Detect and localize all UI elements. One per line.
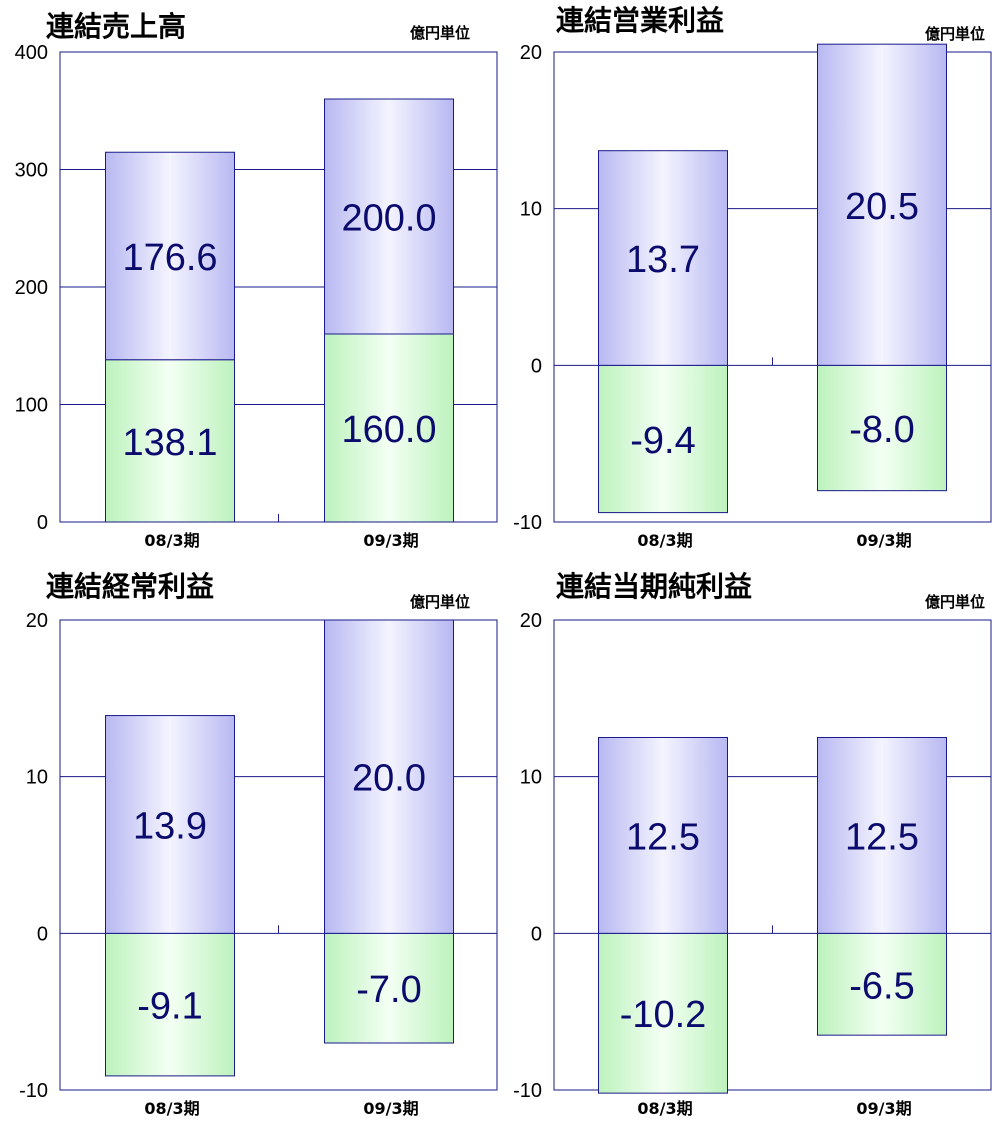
y-tick-label: -10 <box>19 1080 48 1102</box>
x-tick-label: 08/3期 <box>637 1099 692 1118</box>
chart-title: 連結売上高 <box>46 10 186 43</box>
bar <box>817 43 947 366</box>
x-tick-label: 09/3期 <box>856 1099 911 1118</box>
bar <box>105 151 235 361</box>
bar <box>324 619 454 934</box>
chart-panel-2: 連結経常利益億円単位 20 10 0 -10 -9.1 13.9 08/3期 -7.0 20.0 0… <box>19 570 498 1118</box>
y-tick-label: 20 <box>520 42 542 64</box>
unit-label: 億円単位 <box>925 593 985 611</box>
bar <box>598 364 728 514</box>
data-label: 176.6 <box>122 237 217 279</box>
x-tick-label: 08/3期 <box>144 1099 199 1118</box>
y-tick-label: 300 <box>15 160 48 182</box>
y-tick-label: 0 <box>531 355 542 377</box>
data-label: 12.5 <box>845 816 919 858</box>
x-tick-label: 08/3期 <box>637 531 692 550</box>
data-label: 138.1 <box>122 422 217 464</box>
bar <box>817 364 947 492</box>
y-tick-label: -10 <box>513 1080 542 1102</box>
bar <box>324 333 454 523</box>
data-label: 20.0 <box>352 758 426 800</box>
y-tick-label: 10 <box>26 767 48 789</box>
y-tick-label: 100 <box>15 395 48 417</box>
unit-label: 億円単位 <box>925 25 985 43</box>
chart-title: 連結経常利益 <box>46 570 214 603</box>
y-tick-label: 200 <box>15 277 48 299</box>
data-label: -9.4 <box>630 420 695 462</box>
data-label: -9.1 <box>137 986 202 1028</box>
bar <box>598 737 728 934</box>
data-label: -7.0 <box>356 969 421 1011</box>
data-label: 12.5 <box>626 816 700 858</box>
x-tick-label: 09/3期 <box>363 1099 418 1118</box>
chart-title: 連結営業利益 <box>556 4 724 37</box>
y-tick-label: 0 <box>37 923 48 945</box>
y-tick-label: 0 <box>37 512 48 534</box>
bar <box>324 98 454 335</box>
y-tick-label: -10 <box>513 512 542 534</box>
x-tick-label: 09/3期 <box>363 531 418 550</box>
bar <box>598 150 728 366</box>
data-label: -6.5 <box>849 965 914 1007</box>
bar <box>105 359 235 523</box>
data-label: 13.7 <box>626 239 700 281</box>
bar <box>817 737 947 934</box>
unit-label: 億円単位 <box>410 24 470 42</box>
chart-panel-0: 連結売上高 億円単位 400 300 200 100 0 138.1 176.6 08/3期 160… <box>15 10 498 550</box>
unit-label: 億円単位 <box>410 593 470 611</box>
y-tick-label: 20 <box>26 610 48 632</box>
data-label: -10.2 <box>620 994 707 1036</box>
bar <box>105 932 235 1077</box>
x-tick-label: 08/3期 <box>144 531 199 550</box>
chart-panel-1: 連結営業利益億円単位 20 10 0 -10 -9.4 13.7 08/3期 -8.0 20.5 0… <box>513 4 992 550</box>
chart-panel-3: 連結当期純利益億円単位 20 10 0 -10 -10.2 12.5 08/3期 -6.5 12.… <box>513 570 992 1118</box>
y-tick-label: 20 <box>520 610 542 632</box>
chart-title: 連結当期純利益 <box>556 570 752 603</box>
bar <box>105 715 235 934</box>
y-tick-label: 400 <box>15 42 48 64</box>
data-label: 20.5 <box>845 186 919 228</box>
data-label: 13.9 <box>133 805 207 847</box>
data-label: 200.0 <box>341 198 436 240</box>
bar <box>598 932 728 1094</box>
y-tick-label: 10 <box>520 767 542 789</box>
y-tick-label: 0 <box>531 923 542 945</box>
data-label: -8.0 <box>849 409 914 451</box>
x-tick-label: 09/3期 <box>856 531 911 550</box>
y-tick-label: 10 <box>520 199 542 221</box>
data-label: 160.0 <box>341 409 436 451</box>
